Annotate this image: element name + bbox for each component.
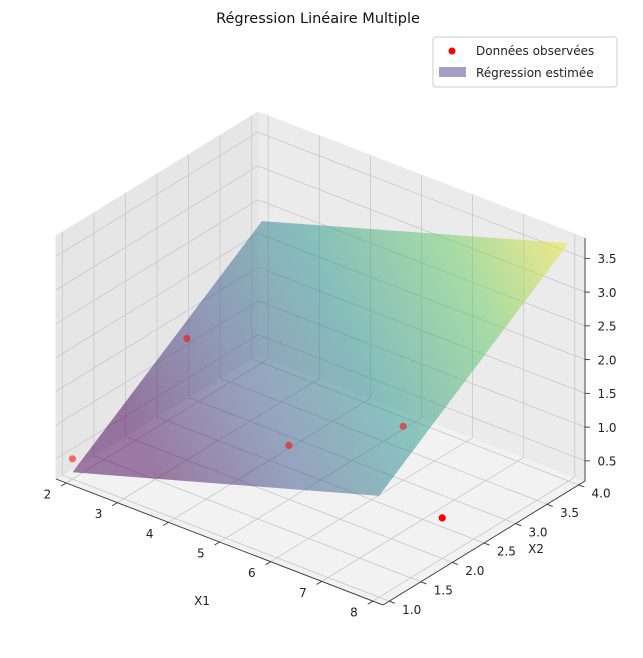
legend: Données observées Régression estimée: [432, 36, 618, 88]
z-tick-label: 3.0: [597, 286, 616, 300]
x-axis-label: X1: [194, 594, 210, 608]
y-tick-label: 3.5: [560, 506, 579, 520]
grid-line-z-side: [55, 165, 259, 291]
x-tick-label: 7: [299, 586, 307, 600]
observed-point: [68, 455, 77, 463]
y-tick-label: 1.5: [434, 583, 453, 597]
z-tick-label: 2.0: [597, 353, 616, 367]
observed-point: [183, 334, 191, 343]
observed-point: [438, 514, 446, 522]
legend-marker-observed: [448, 47, 456, 55]
tick-labels: 2 3 4 5 6 7 8 1.0 1.5 2.0 2.5 3.0 3.5 4.0 0.5 1.0 1.5 2.0…: [44, 252, 617, 619]
y-tick-tick: [578, 484, 585, 488]
x-tick-tick: [316, 581, 322, 585]
x-tick-label: 8: [350, 606, 358, 620]
y-tick-tick: [389, 600, 396, 604]
x-tick-tick: [60, 482, 67, 487]
y-tick-label: 4.0: [592, 487, 611, 501]
z-tick-label: 1.0: [597, 421, 616, 435]
x-tick-tick: [163, 521, 169, 526]
grid-line-y-floor: [62, 474, 390, 602]
grid-line-z-back: [257, 131, 586, 259]
z-tick-label: 1.5: [597, 387, 616, 401]
y-tick-tick: [483, 542, 490, 546]
x-tick-label: 4: [146, 527, 154, 541]
z-tick-label: 0.5: [597, 455, 616, 469]
plot-marks: [68, 221, 569, 522]
y-tick-tick: [420, 581, 427, 585]
x-tick-tick: [265, 561, 271, 566]
y-tick-label: 1.0: [402, 603, 421, 617]
axis-lines: [55, 238, 591, 606]
legend-label-observed: Données observées: [476, 44, 594, 58]
grid-line-z-side: [55, 233, 259, 358]
x-tick-label: 5: [197, 547, 205, 561]
y-tick-label: 3.0: [528, 525, 547, 539]
grid-line-z-side: [55, 199, 259, 325]
legend-patch-regression: [439, 67, 466, 77]
y-tick-tick: [515, 523, 522, 527]
z-tick-label: 3.5: [597, 252, 616, 266]
x-tick-label: 2: [44, 487, 52, 501]
legend-label-regression: Régression estimée: [476, 66, 594, 80]
y-tick-label: 2.5: [497, 545, 516, 559]
y-tick-tick: [452, 561, 459, 565]
regression-surface: [72, 221, 569, 496]
x-tick-tick: [367, 600, 374, 605]
observed-point: [285, 441, 293, 449]
y-tick-tick: [546, 503, 553, 507]
grid-line-z-side: [55, 131, 259, 257]
x-tick-label: 3: [95, 507, 103, 521]
x-tick-tick: [111, 502, 118, 507]
z-tick-label: 2.5: [597, 320, 616, 334]
x-tick-label: 6: [248, 566, 256, 580]
y-axis-label: X2: [528, 542, 544, 556]
observed-point: [399, 422, 407, 430]
y-tick-label: 2.0: [465, 564, 484, 578]
legend-box: [432, 36, 618, 88]
x-tick-tick: [214, 541, 220, 546]
chart-title: Régression Linéaire Multiple: [216, 11, 420, 27]
